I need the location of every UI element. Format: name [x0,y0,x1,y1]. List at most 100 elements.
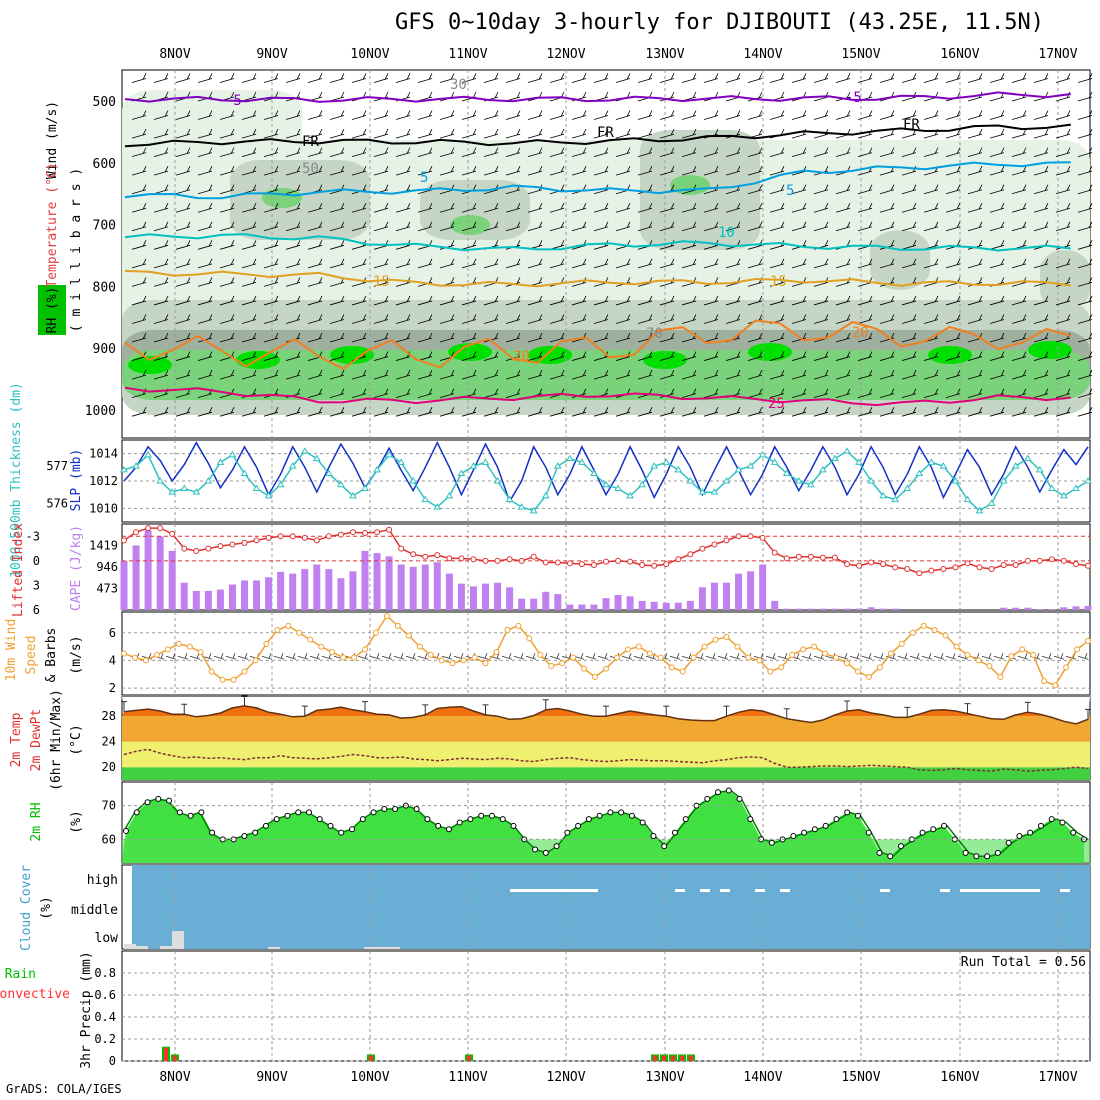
thickness-line-point [770,458,779,465]
rh2m-point [488,812,495,819]
wind-barb [219,184,235,195]
wind-barb [1011,221,1027,232]
wind-barb [813,258,829,269]
wind-barb [923,314,939,324]
wind-barb [1077,653,1089,660]
wind-barb [1033,203,1049,213]
lifted-index-line-point [157,525,164,532]
pressure-tick: 500 [93,95,116,110]
wind-barb [505,128,521,139]
wind-barb [461,295,477,306]
wind-barb [285,73,301,83]
top-date-label: 14NOV [743,47,782,62]
lifted-index-line-point [506,556,513,563]
wind-barb [307,369,323,380]
wind-barb [945,332,961,343]
wind-speed-line-point [581,665,588,672]
lifted-index-line-point [1048,556,1055,563]
rh2m-point [295,809,302,816]
wind-barb [945,388,961,399]
wind-speed-line-point [548,662,555,669]
wind-barb [791,351,807,361]
wind-barb [989,351,1005,361]
wind-tick: 4 [109,653,116,667]
temp-minmax-bar [844,700,850,712]
wind-barb [439,110,455,120]
wind-barb [1053,653,1065,660]
wind-barb [879,407,895,417]
wind-barb [747,351,763,361]
cape-bar [698,587,706,610]
wind-barb [1033,184,1049,195]
wind-barb [967,407,983,417]
thickness-line-point [312,454,321,462]
cape-bar [662,602,670,610]
wind-barb [993,653,1005,660]
wind-speed-line-point [592,674,599,681]
wind-barb [1033,407,1049,417]
wind-barb [153,369,169,380]
low-cloud-mark [376,947,388,949]
rh2m-point [424,816,431,823]
wind-barb [681,407,697,417]
contour-label: 20 [852,325,869,341]
wind-barb [615,369,631,380]
contour-label: -5 [225,93,242,109]
wind-barb [241,165,257,176]
wind-speed-line-point [460,657,467,664]
temp2m-axis-label: (°C) [69,724,84,755]
wind-barb [791,295,807,306]
wind-speed-line-point [537,651,544,658]
cape-bar [795,608,803,610]
wind-barb [1077,221,1093,232]
bottom-date-label: 15NOV [841,1070,880,1085]
wind-barb [307,295,323,306]
wind-barb [989,332,1005,343]
wind-barb [593,369,609,380]
wind-barb [461,314,477,324]
cape-bar [530,598,538,610]
thickness-line-point [734,465,743,473]
wind-speed-line-point [449,660,456,667]
wind-speed-line-point [296,629,303,636]
thickness-line-point [204,477,213,484]
wind-barb [175,221,191,232]
cape-bar [397,564,405,610]
cloud-axis-label: Cloud Cover [19,865,34,951]
wind-barb [263,203,279,213]
wind-speed-line-point [646,650,653,657]
wind-barb [857,388,873,399]
wind-speed-line-point [504,626,511,633]
wind-barb [981,653,993,660]
wind-barb [263,221,279,232]
temp2m-line [123,705,1089,725]
wind-barb [791,332,807,343]
wind-barb [879,351,895,361]
rh-high-region [448,343,492,361]
wind-speed-line-point [1085,638,1091,645]
rh2m-point [898,843,905,850]
wind-barb [417,128,433,139]
wind-barb [483,351,499,361]
wind-speed-line-point [690,654,697,661]
wind-barb [1055,128,1071,139]
wind-barb [835,388,851,399]
temp2m-panel [121,695,1091,781]
wind-barb [967,73,983,83]
lifted-index-line-point [313,537,320,544]
wind-barb [593,314,609,324]
temp2m-axis-label: 2m Temp [9,712,24,767]
wind-barb [879,73,895,83]
cloud-level-label: high [87,873,118,888]
lifted-index-line-point [422,553,429,560]
rh-high-region [528,346,572,364]
lifted-index-line-point [121,537,127,544]
cape-bar [807,608,815,610]
wind-barb [1033,351,1049,361]
bottom-date-label: 17NOV [1038,1070,1077,1085]
wind-barb [1077,73,1093,83]
high-cloud-mark [675,889,685,892]
wind-axis-label: Wind (m/s) [45,101,60,179]
wind-barb [1011,295,1027,306]
contour-label: 10 [718,225,735,241]
